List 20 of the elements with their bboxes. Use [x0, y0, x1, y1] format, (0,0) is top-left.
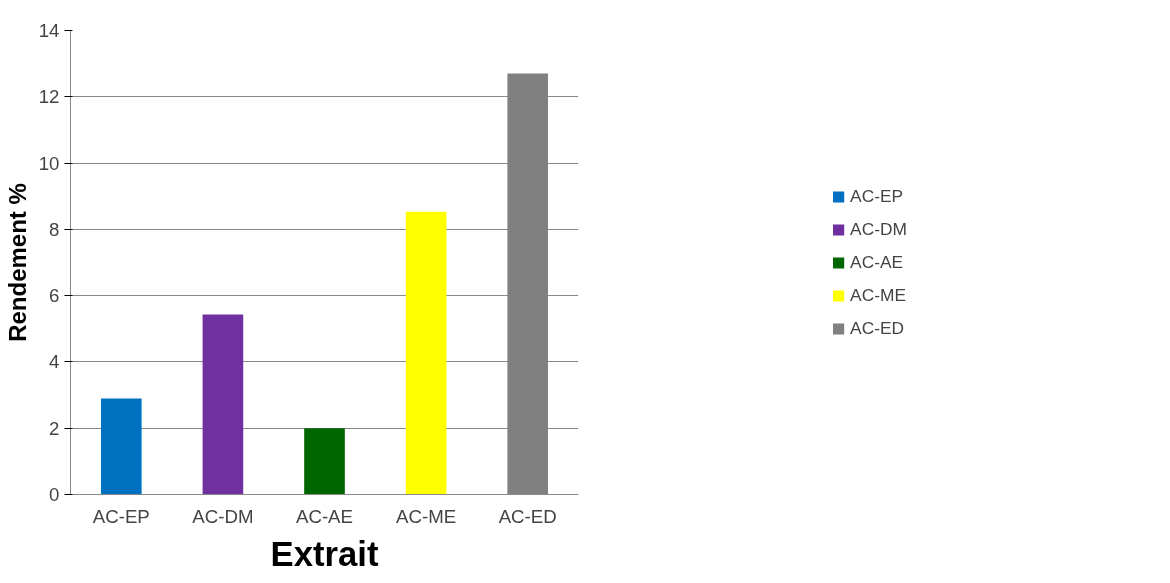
x-tick-label: AC-EP: [92, 505, 150, 527]
x-tick-label: AC-ED: [498, 505, 557, 527]
legend-label: AC-ED: [850, 317, 905, 339]
y-tick-label: 6: [49, 285, 60, 307]
y-tick-label: 8: [49, 218, 60, 240]
y-tick-label: 10: [38, 152, 60, 174]
y-tick-label: 12: [38, 86, 60, 108]
y-axis-title: Rendement %: [3, 183, 31, 342]
legend-label: AC-ME: [850, 284, 906, 306]
x-tick-label: AC-ME: [396, 505, 457, 527]
y-tick-label: 14: [38, 20, 60, 41]
x-tick-label: AC-DM: [192, 505, 254, 527]
y-tick-label: 4: [49, 351, 60, 373]
legend-label: AC-EP: [850, 185, 904, 207]
y-tick-label: 2: [49, 417, 60, 439]
x-tick-label: AC-AE: [295, 505, 354, 527]
x-axis-title: Extrait: [270, 534, 379, 573]
y-tick-label: 0: [49, 484, 60, 505]
legend-label: AC-AE: [850, 251, 904, 273]
legend-label: AC-DM: [850, 218, 907, 240]
